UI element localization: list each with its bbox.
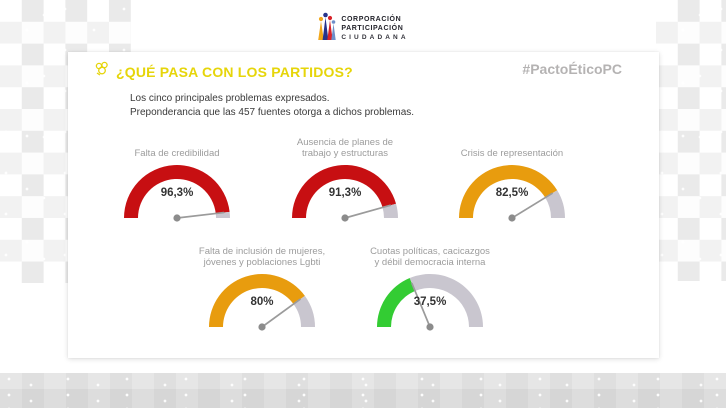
bottom-band-dark [0,389,726,408]
gauge-fill-arc [377,278,416,327]
gauge-pivot [341,214,349,222]
gauge-label: Crisis de representación [460,148,564,159]
gauge-value: 37,5% [414,296,447,308]
gauge-chart: 37,5% [377,273,483,331]
gauge: Ausencia de planes de trabajo y estructur… [265,135,425,227]
gauge-track-arc [409,273,483,327]
gauge: Falta de inclusión de mujeres, jóvenes y … [182,244,342,336]
gauge-needle [261,298,301,328]
gauge-needle [344,204,392,219]
corporacion-participacion-ciudadana-logo: CORPORACIÓN PARTICIPACIÓN CIUDADANA [0,10,726,46]
gauge-pivot [426,323,434,331]
gauges-grid: Falta de credibilidad 96,3% Ausencia de pl… [68,52,659,358]
slide-title: ¿QUÉ PASA CON LOS PARTIDOS? [116,63,353,80]
gauge-track-arc [293,295,315,327]
gauge-chart: 82,5% [459,165,565,222]
logo-text: CORPORACIÓN PARTICIPACIÓN CIUDADANA [341,15,408,42]
hashtag: #PactoÉticoPC [522,61,622,77]
gauge-chart: 91,3% [292,165,398,222]
subtitle-line-1: Los cinco principales problemas expresad… [130,93,330,104]
bottom-band-light [0,373,726,389]
logo-line-1: CORPORACIÓN [341,15,402,23]
gauge-value: 91,3% [329,187,362,199]
gauge-label: Falta de credibilidad [134,148,220,159]
people-group-icon [317,10,337,46]
gauge-chart: 80% [209,273,315,331]
gauge: Cuotas políticas, cacicazgos y débil demo… [350,244,510,336]
gauge-chart: 96,3% [124,165,230,222]
subtitle-line-2: Preponderancia que las 457 fuentes otorg… [130,107,415,118]
gauge-needle [511,192,553,219]
gauge-label: Cuotas políticas, cacicazgos y débil demo… [370,246,490,268]
mosaic-background-right [656,0,726,281]
logo-line-2: PARTICIPACIÓN [341,24,404,32]
doodle-hand-icon [94,61,111,82]
gauge-pivot [173,214,181,222]
title-row: ¿QUÉ PASA CON LOS PARTIDOS? [94,61,353,82]
gauge: Crisis de representación 82,5% [432,135,592,227]
gauge-fill-arc [292,165,397,218]
gauge-fill-arc [459,165,558,218]
gauge-value: 80% [250,296,273,308]
gauge-fill-arc [124,165,230,218]
gauge-value: 82,5% [496,187,529,199]
subtitle: Los cinco principales problemas expresad… [130,92,414,120]
gauge-value: 96,3% [161,187,194,199]
slide-card: ¿QUÉ PASA CON LOS PARTIDOS? #PactoÉticoP… [68,52,659,358]
gauge: Falta de credibilidad 96,3% [97,135,257,227]
gauge-needle [176,211,225,219]
gauge-needle [411,282,431,328]
gauge-pivot [258,323,266,331]
gauge-pivot [508,214,516,222]
logo-line-3: CIUDADANA [341,33,409,41]
gauge-label: Falta de inclusión de mujeres, jóvenes y … [198,246,326,268]
gauge-fill-arc [209,273,305,327]
gauge-track-arc [545,190,565,218]
gauge-label: Ausencia de planes de trabajo y estructur… [296,137,394,159]
